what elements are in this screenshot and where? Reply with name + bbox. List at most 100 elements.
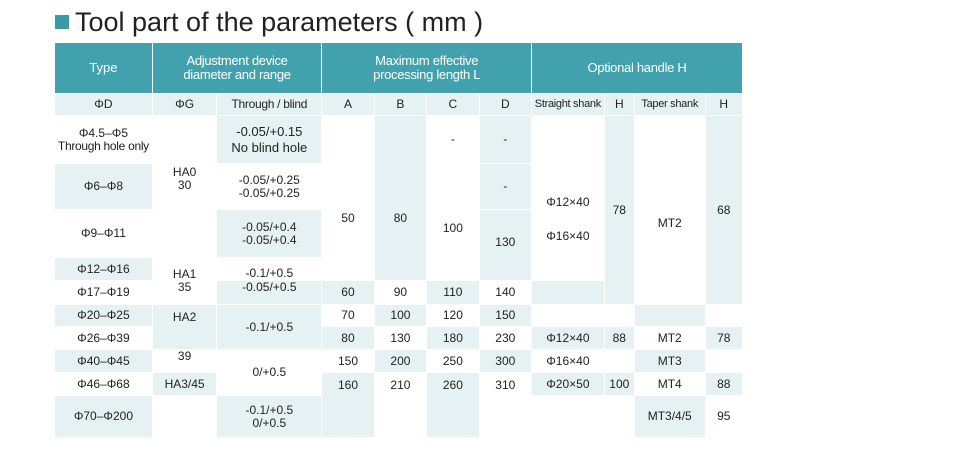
cell-dd-0: - (479, 116, 533, 164)
cell-dd-0b: - (479, 164, 533, 210)
header-adjustment-line1: Adjustment device (186, 53, 288, 68)
cell-straight-7: Φ16×40 (532, 350, 605, 373)
cell-tb-1: -0.05/+0.15 No blind hole (217, 116, 323, 164)
cell-straight-6: Φ12×40 (532, 327, 605, 350)
cell-c-1: 100 (427, 164, 480, 281)
cell-c-2: 110 (427, 281, 480, 305)
subheader-straight: Straight shank (532, 94, 605, 116)
cell-g-ha3: HA3/45 (152, 373, 218, 396)
cell-b-6: 210 (374, 373, 428, 438)
cell-d-7: Φ26–Φ39 (55, 327, 153, 350)
header-max-line1: Maximum effective (375, 53, 479, 68)
cell-tb-2: -0.05/+0.25 -0.05/+0.25 (217, 164, 323, 210)
cell-tb-8: 0/+0.5 (217, 350, 323, 396)
cell-tb-3a: -0.05/+0.4 (242, 219, 297, 234)
cell-b-5: 200 (374, 350, 428, 373)
cell-g-ha0-label: HA0 (172, 165, 197, 179)
cell-h2-blank (705, 350, 743, 373)
subheader-g: ΦG (152, 94, 218, 116)
subheader-a: A (322, 94, 375, 116)
cell-taper-2: MT2 (634, 327, 706, 350)
cell-tb-10: -0.1/+0.5 0/+0.5 (217, 396, 323, 438)
subheader-d: ΦD (55, 94, 153, 116)
cell-g-ha0-value: 30 (177, 178, 192, 192)
cell-c-3: 120 (427, 305, 480, 327)
cell-taper-1: MT2 (634, 116, 706, 305)
cell-dd-1: 130 (479, 210, 533, 281)
cell-c-5: 250 (427, 350, 480, 373)
subheader-taper: Taper shank (634, 94, 706, 116)
cell-d-5: Φ17–Φ19 (55, 281, 153, 305)
header-handle: Optional handle H (532, 43, 743, 94)
cell-a-6: 160 (322, 373, 375, 438)
header-type: Type (55, 43, 153, 94)
cell-h1-x (604, 305, 635, 327)
cell-c-6: 260 (427, 373, 480, 438)
cell-taper-3: MT3 (634, 350, 706, 373)
cell-g-blank (152, 396, 218, 438)
cell-h1-1: 78 (604, 116, 635, 305)
cell-straight-9 (532, 396, 605, 438)
cell-taper-4: MT4 (634, 373, 706, 396)
cell-g-39: 39 (152, 350, 218, 373)
cell-tb-1a: -0.05/+0.15 (236, 123, 303, 139)
cell-g-ha1-label: HA1 (172, 267, 197, 281)
cell-c-4: 180 (427, 327, 480, 350)
cell-dd-4: 230 (479, 327, 533, 350)
cell-g-ha2: HA2 (152, 305, 218, 350)
cell-dd-5: 300 (479, 350, 533, 373)
cell-tb-4: -0.1/+0.5 (217, 258, 323, 281)
cell-tb-10a: -0.1/+0.5 (245, 402, 294, 417)
cell-dd-2: 140 (479, 281, 533, 305)
cell-d-1: Φ4.5–Φ5 (78, 125, 128, 140)
subheader-dd: D (479, 94, 533, 116)
cell-tb-6: -0.1/+0.5 (217, 305, 323, 350)
header-adjustment: Adjustment device diameter and range (152, 43, 323, 94)
header-max-length: Maximum effective processing length L (322, 43, 533, 94)
cell-b-1: 80 (374, 116, 428, 281)
cell-b-4: 130 (374, 327, 428, 350)
parameters-table: Type Adjustment device diameter and rang… (55, 43, 743, 438)
cell-h2-4: 95 (705, 396, 743, 438)
cell-g-ha2-label: HA2 (172, 310, 197, 324)
cell-g-ha0: HA0 30 (152, 116, 218, 258)
cell-d-1-note: Through hole only (57, 138, 149, 153)
cell-b-2: 90 (374, 281, 428, 305)
header-max-line2: processing length L (373, 67, 481, 82)
subheader-b: B (374, 94, 428, 116)
cell-h2-2: 78 (705, 327, 743, 350)
cell-tb-3b: -0.05/+0.4 (242, 232, 297, 247)
cell-tb-5: -0.05/+0.5 (217, 281, 323, 305)
cell-straight-4 (532, 281, 605, 305)
cell-d-9: Φ46–Φ68 (55, 373, 153, 396)
cell-d-6: Φ20–Φ25 (55, 305, 153, 327)
cell-straight-1: Φ12×40 (532, 164, 605, 210)
cell-straight-5 (532, 305, 605, 327)
cell-h1-2: 88 (604, 327, 635, 350)
cell-g-ha1: HA1 35 (152, 258, 218, 305)
table-row-d: Φ4.5–Φ5 Through hole only (55, 116, 153, 164)
cell-h1-blank2 (604, 396, 635, 438)
cell-d-8: Φ40–Φ45 (55, 350, 153, 373)
cell-c-0: - (427, 116, 480, 164)
subheader-through-blind: Through / blind (217, 94, 323, 116)
cell-d-10: Φ70–Φ200 (55, 396, 153, 438)
cell-a-4: 80 (322, 327, 375, 350)
cell-tb-1b: No blind hole (231, 139, 308, 155)
cell-a-2: 60 (322, 281, 375, 305)
cell-straight-3 (532, 258, 605, 281)
subheader-c: C (427, 94, 480, 116)
cell-g-ha1-value: 35 (177, 280, 192, 294)
cell-tb-3: -0.05/+0.4 -0.05/+0.4 (217, 210, 323, 258)
cell-straight-2: Φ16×40 (532, 210, 605, 258)
cell-dd-6: 310 (479, 373, 533, 438)
header-adjustment-line2: diameter and range (183, 67, 291, 82)
cell-taper-x (634, 305, 706, 327)
page-title: Tool part of the parameters ( mm ) (55, 4, 483, 40)
cell-h1-blank (604, 350, 635, 373)
cell-tb-10b: 0/+0.5 (252, 415, 287, 430)
cell-a-5: 150 (322, 350, 375, 373)
cell-b-3: 100 (374, 305, 428, 327)
cell-tb-2b: -0.05/+0.25 (238, 185, 300, 200)
cell-taper-5: MT3/4/5 (634, 396, 706, 438)
